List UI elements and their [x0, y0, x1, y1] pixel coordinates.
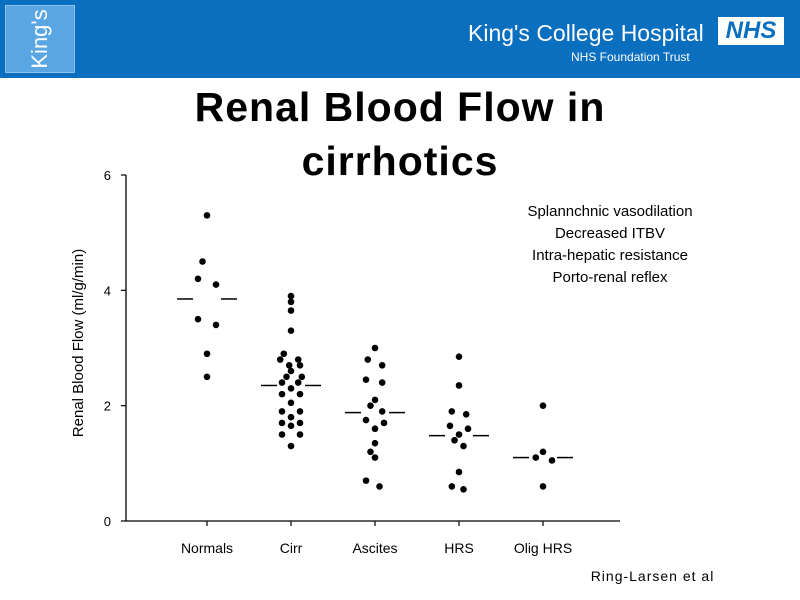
x-tick-label: Cirr — [280, 540, 303, 556]
annotation-line: Splannchnic vasodilation — [527, 203, 693, 220]
y-axis-label: Renal Blood Flow (ml/g/min) — [70, 249, 87, 437]
data-point — [539, 402, 547, 409]
data-point — [199, 258, 206, 265]
data-point — [539, 448, 547, 456]
data-point — [194, 275, 202, 283]
data-point — [278, 431, 286, 438]
data-point — [212, 281, 220, 288]
data-point — [378, 408, 386, 415]
x-tick-label: Olig HRS — [514, 540, 572, 556]
data-point — [378, 379, 386, 386]
data-point — [276, 356, 284, 363]
data-point — [296, 362, 304, 369]
data-point — [283, 373, 290, 381]
data-point — [278, 390, 286, 398]
data-point — [287, 307, 295, 314]
data-point — [376, 483, 383, 490]
data-point — [362, 416, 370, 424]
data-point — [539, 483, 547, 490]
slide-title: Renal Blood Flow in cirrhotics — [100, 80, 700, 188]
data-point — [462, 411, 470, 418]
slide-title-line-2: cirrhotics — [301, 138, 499, 184]
data-point — [367, 448, 374, 456]
trust-name: NHS Foundation Trust — [571, 50, 690, 64]
data-point — [380, 419, 388, 427]
data-point — [371, 344, 379, 352]
kings-logo: King's — [5, 5, 75, 73]
data-point — [212, 321, 220, 329]
data-point — [287, 327, 295, 335]
data-point — [287, 298, 295, 306]
nhs-logo: NHS — [718, 17, 784, 45]
y-tick-label: 2 — [104, 399, 111, 414]
data-point — [464, 425, 472, 433]
y-tick-label: 4 — [104, 283, 111, 298]
reference-citation: Ring-Larsen et al — [590, 568, 715, 584]
data-point — [371, 454, 379, 461]
data-point — [446, 422, 454, 430]
data-point — [296, 390, 304, 398]
data-point — [287, 413, 295, 421]
data-point — [296, 419, 304, 427]
data-point — [448, 483, 456, 490]
data-point — [451, 436, 458, 444]
data-point — [194, 315, 202, 323]
data-point — [278, 419, 286, 427]
data-point — [203, 350, 211, 358]
annotation-line: Porto-renal reflex — [552, 269, 668, 286]
data-point — [287, 399, 295, 407]
data-point — [287, 422, 295, 430]
data-point — [203, 373, 211, 381]
data-point — [298, 373, 306, 381]
y-tick-label: 6 — [104, 168, 111, 183]
data-point — [296, 408, 304, 415]
annotation-list: Splannchnic vasodilation Decreased ITBV … — [490, 201, 730, 289]
data-point — [367, 402, 374, 409]
data-point — [364, 356, 372, 363]
data-point — [460, 442, 467, 450]
data-point — [285, 362, 293, 369]
y-tick-label: 0 — [104, 514, 111, 529]
slide-title-line-1: Renal Blood Flow in — [194, 84, 606, 130]
data-point — [278, 379, 286, 386]
data-point — [294, 379, 302, 386]
data-point — [287, 385, 295, 392]
data-point — [460, 485, 467, 493]
data-point — [278, 408, 286, 415]
data-point — [455, 431, 463, 438]
x-tick-label: Normals — [181, 540, 233, 556]
data-point — [287, 367, 295, 375]
data-point — [548, 457, 556, 464]
data-point — [287, 442, 295, 450]
data-point — [280, 350, 288, 358]
hospital-name: King's College Hospital — [468, 20, 704, 46]
data-point — [532, 454, 540, 461]
data-point — [378, 362, 386, 369]
data-point — [362, 477, 370, 484]
data-point — [294, 356, 302, 363]
annotation-line: Intra-hepatic resistance — [532, 247, 688, 264]
data-point — [371, 439, 379, 447]
data-point — [455, 468, 463, 476]
data-point — [371, 425, 379, 433]
header-banner: King's King's College Hospital NHS Found… — [0, 0, 800, 78]
data-point — [362, 376, 370, 384]
data-point — [455, 382, 463, 389]
data-point — [448, 408, 456, 415]
x-tick-label: Ascites — [352, 540, 397, 556]
data-point — [371, 396, 379, 404]
data-point — [296, 431, 304, 438]
data-point — [455, 353, 463, 360]
data-point — [203, 212, 211, 219]
annotation-line: Decreased ITBV — [554, 225, 666, 242]
x-tick-label: HRS — [444, 540, 474, 556]
data-point — [287, 292, 295, 300]
